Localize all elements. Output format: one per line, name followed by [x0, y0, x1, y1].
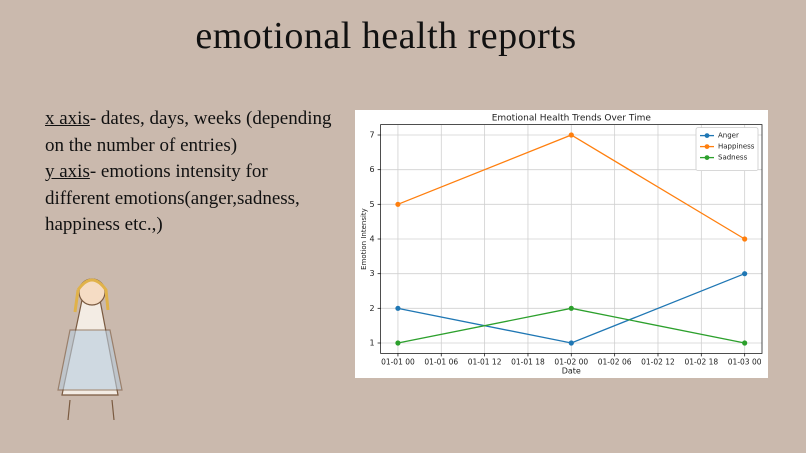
y-tick-label: 6	[370, 165, 375, 174]
bullet: x axis- dates, days, weeks (depending on…	[45, 106, 335, 159]
y-tick-label: 4	[370, 235, 375, 244]
legend-label: Anger	[718, 132, 739, 140]
legend-label: Happiness	[718, 143, 755, 151]
x-tick-label: 01-02 00	[554, 357, 588, 366]
marker	[568, 340, 574, 346]
chart-title: Emotional Health Trends Over Time	[492, 114, 652, 124]
body-text: x axis- dates, days, weeks (depending on…	[45, 106, 335, 239]
plot-frame	[380, 124, 763, 354]
marker	[568, 305, 574, 311]
slide-title: emotional health reports	[195, 15, 577, 57]
term: y axis	[45, 161, 90, 182]
x-tick-label: 01-01 18	[511, 357, 545, 366]
legend-label: Sadness	[718, 154, 748, 162]
legend-marker	[704, 144, 710, 150]
x-tick-label: 01-02 18	[684, 357, 718, 366]
legend-marker	[704, 155, 710, 161]
illustration	[57, 278, 123, 421]
description: - dates, days, weeks (depending on the n…	[45, 108, 332, 156]
marker	[742, 271, 748, 277]
legend-marker	[704, 133, 710, 139]
x-tick-label: 01-01 12	[468, 357, 502, 366]
marker	[395, 201, 401, 207]
x-tick-label: 01-03 00	[728, 357, 762, 366]
y-tick-label: 2	[370, 304, 375, 313]
x-tick-label: 01-02 06	[598, 357, 632, 366]
x-axis-label: Date	[562, 367, 581, 376]
marker	[395, 340, 401, 346]
marker	[395, 305, 401, 311]
x-tick-label: 01-01 00	[381, 357, 415, 366]
marker	[568, 132, 574, 138]
term: x axis	[45, 108, 90, 129]
y-tick-label: 3	[370, 269, 375, 278]
x-tick-label: 01-02 12	[641, 357, 675, 366]
y-tick-label: 5	[370, 200, 375, 209]
bullet: y axis- emotions intensity for different…	[45, 159, 335, 239]
marker	[742, 236, 748, 242]
y-axis-label: Emotion Intensity	[360, 208, 368, 270]
marker	[742, 340, 748, 346]
description: - emotions intensity for different emoti…	[45, 161, 300, 235]
x-tick-label: 01-01 06	[424, 357, 458, 366]
legend-box	[695, 127, 759, 171]
y-tick-label: 1	[370, 339, 375, 348]
y-tick-label: 7	[370, 131, 375, 140]
